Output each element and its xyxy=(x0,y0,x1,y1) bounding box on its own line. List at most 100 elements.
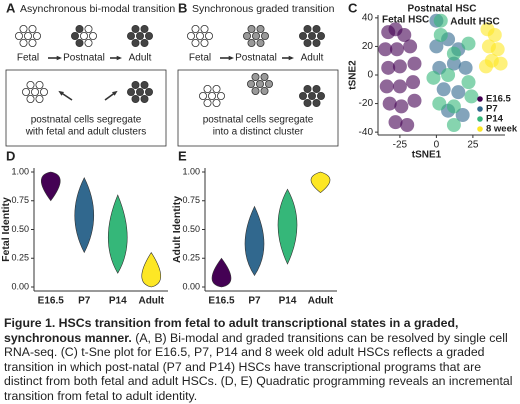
x-tick-label: E16.5 xyxy=(38,296,65,307)
stage-label: Adult xyxy=(129,53,152,64)
point xyxy=(436,82,451,97)
cell xyxy=(40,88,49,97)
cell xyxy=(144,32,153,41)
diagram-title: Asynchronous bi-modal transition xyxy=(20,3,175,15)
point xyxy=(464,89,479,104)
cell xyxy=(246,80,255,89)
cell xyxy=(260,32,269,41)
cell xyxy=(75,39,84,48)
cell xyxy=(144,88,153,97)
diagram-title: Synchronous graded transition xyxy=(192,3,335,15)
cell xyxy=(140,39,149,48)
x-tick-label: E16.5 xyxy=(208,296,235,307)
violin xyxy=(141,251,162,288)
point xyxy=(389,42,404,57)
cell xyxy=(140,81,149,90)
diagram-note: with fetal and adult clusters xyxy=(25,127,147,138)
cell xyxy=(23,32,32,41)
cell xyxy=(84,39,93,48)
y-tick-label: 0.75 xyxy=(182,195,200,205)
cell xyxy=(19,24,28,33)
y-tick-label: 0 xyxy=(367,70,373,81)
cell xyxy=(131,24,140,33)
point xyxy=(403,39,418,54)
y-axis-label: tSNE2 xyxy=(348,60,359,90)
arrow-head xyxy=(58,90,64,96)
cell xyxy=(135,32,144,41)
cell xyxy=(316,32,325,41)
point xyxy=(451,85,466,100)
cell xyxy=(307,92,316,101)
stage-label: Adult xyxy=(301,53,324,64)
point xyxy=(446,46,461,61)
cell xyxy=(298,92,307,101)
legend-label: 8 week xyxy=(486,124,518,135)
cell xyxy=(212,99,221,108)
point xyxy=(461,36,476,51)
point xyxy=(397,28,412,42)
y-tick-label: 0.25 xyxy=(182,253,200,263)
point xyxy=(407,56,422,71)
point xyxy=(487,28,502,42)
diagram-note: postnatal cells segregate xyxy=(31,115,142,126)
cell xyxy=(247,39,256,48)
cell xyxy=(264,80,273,89)
cell xyxy=(316,92,325,101)
cell xyxy=(312,85,321,94)
figure: A Asynchronous bi-modal transition Fetal Po… xyxy=(0,0,518,307)
cell xyxy=(303,39,312,48)
arrow-head xyxy=(112,90,118,96)
y-tick-label: 0.50 xyxy=(11,224,29,234)
cell xyxy=(19,39,28,48)
cell xyxy=(303,85,312,94)
point xyxy=(446,99,461,114)
cell xyxy=(71,32,80,41)
point xyxy=(400,118,415,132)
point xyxy=(493,56,508,71)
arrow-head xyxy=(56,55,62,61)
x-tick-label: P14 xyxy=(109,296,127,307)
y-tick-label: 1.00 xyxy=(182,166,200,176)
diagram-note: into a distinct cluster xyxy=(213,127,304,138)
cell xyxy=(204,32,213,41)
cell xyxy=(312,99,321,108)
legend-label: P14 xyxy=(486,114,504,125)
diagram-note: postnatal cells segregate xyxy=(203,115,314,126)
cell xyxy=(251,87,260,96)
cell xyxy=(127,88,136,97)
cell xyxy=(186,32,195,41)
annotation: Postnatal HSC xyxy=(408,4,477,15)
cell xyxy=(35,95,44,104)
point xyxy=(446,118,461,132)
point xyxy=(433,28,448,42)
y-axis-label: Adult Identity xyxy=(171,196,183,263)
point xyxy=(407,93,422,108)
caption-body: (A, B) Bi-modal and graded transitions c… xyxy=(4,330,513,403)
y-tick-label: 0.25 xyxy=(11,253,29,263)
point xyxy=(379,79,394,94)
cell xyxy=(195,32,204,41)
x-axis-label: tSNE1 xyxy=(412,150,442,161)
cell xyxy=(80,32,89,41)
panel-label: C xyxy=(348,0,358,15)
cell xyxy=(131,95,140,104)
legend-label: E16.5 xyxy=(486,94,512,105)
panel-label: B xyxy=(178,0,187,15)
point xyxy=(394,99,409,114)
legend-marker xyxy=(477,106,483,112)
x-tick-label: P14 xyxy=(279,296,297,307)
stage-label: Postnatal xyxy=(63,53,105,64)
x-tick-label: 0 xyxy=(434,140,440,151)
arrow-head xyxy=(288,55,294,61)
cell xyxy=(298,32,307,41)
x-tick-label: Adult xyxy=(138,296,164,307)
x-tick-label: P7 xyxy=(248,296,261,307)
cell xyxy=(191,39,200,48)
cell xyxy=(212,85,221,94)
point xyxy=(378,42,393,57)
cell xyxy=(26,81,35,90)
violin xyxy=(74,177,94,254)
cell xyxy=(140,24,149,33)
point xyxy=(392,79,407,94)
cell xyxy=(127,32,136,41)
